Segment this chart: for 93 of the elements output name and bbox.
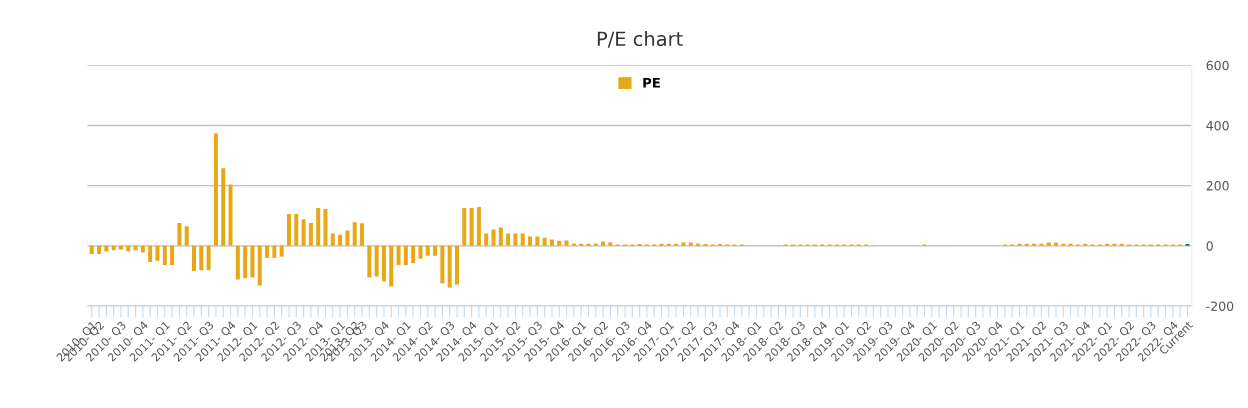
bar [381,245,386,282]
bar [250,245,255,278]
bar [549,239,554,246]
y-tick-label: 200 [1206,181,1229,191]
bar [1024,243,1029,246]
bar [89,245,94,254]
bar [301,219,306,246]
bar [528,236,533,246]
bar [323,209,328,246]
bar [454,245,459,285]
bar [484,233,489,246]
legend-label: PE [643,77,660,88]
bar [506,233,511,246]
bar [681,242,686,246]
bar [316,207,321,246]
bar [418,245,423,259]
bar [257,245,262,286]
bar [192,245,197,272]
bar [243,245,248,279]
bar [374,245,379,277]
bar [1105,243,1110,246]
bar [586,243,591,246]
bar [608,242,613,246]
bar [221,168,226,246]
bar [403,245,408,266]
bar [338,234,343,246]
bar [425,245,430,256]
bar [1039,243,1044,246]
y-tick-label: 400 [1206,120,1229,131]
bar [126,245,131,252]
bar [97,245,102,254]
bar [1112,243,1117,246]
bar [155,245,160,261]
bar [1053,242,1058,246]
bar [1046,242,1051,246]
bar [170,245,175,266]
bar [411,245,416,263]
bar [148,245,153,263]
bar [520,233,525,246]
bar [542,237,547,246]
bar [1068,243,1073,246]
bar [571,243,576,246]
y-tick-label: 600 [1206,60,1229,71]
bar [498,227,503,246]
bar [462,207,467,246]
bar [1061,243,1066,246]
bar [345,230,350,246]
bar [162,245,167,266]
bar [213,133,218,246]
bar [279,245,284,257]
y-tick-label: -200 [1206,301,1234,311]
bar [1119,243,1124,246]
bar [367,245,372,278]
bar [396,245,401,266]
bar [177,222,182,246]
bar [184,226,189,246]
bar [330,233,335,246]
bar [476,207,481,246]
bar [601,241,606,246]
bar [1032,243,1037,246]
bar [557,240,562,246]
bar [688,242,693,246]
bar [666,243,671,246]
bar [206,245,211,271]
bar [199,245,204,271]
bar [308,222,313,246]
bar [352,222,357,246]
bar [659,243,664,246]
bar [286,213,291,246]
bar [360,223,365,246]
bar [513,233,518,246]
bar [696,243,701,246]
bar [1017,243,1022,246]
bar [433,245,438,256]
bar [674,243,679,246]
bar [440,245,445,284]
bar [228,184,233,246]
chart-title: P/E chart [597,31,683,48]
bar [389,245,394,287]
bar [564,240,569,246]
bar [1083,243,1088,246]
bar [104,245,109,252]
bar [593,243,598,246]
bar [235,245,240,280]
bar [491,229,496,246]
bar [265,245,270,258]
bar [535,236,540,246]
bar [579,243,584,246]
bar [469,207,474,246]
bar [294,213,299,246]
bar [272,245,277,258]
y-tick-label: 0 [1206,241,1213,251]
bar [447,245,452,288]
